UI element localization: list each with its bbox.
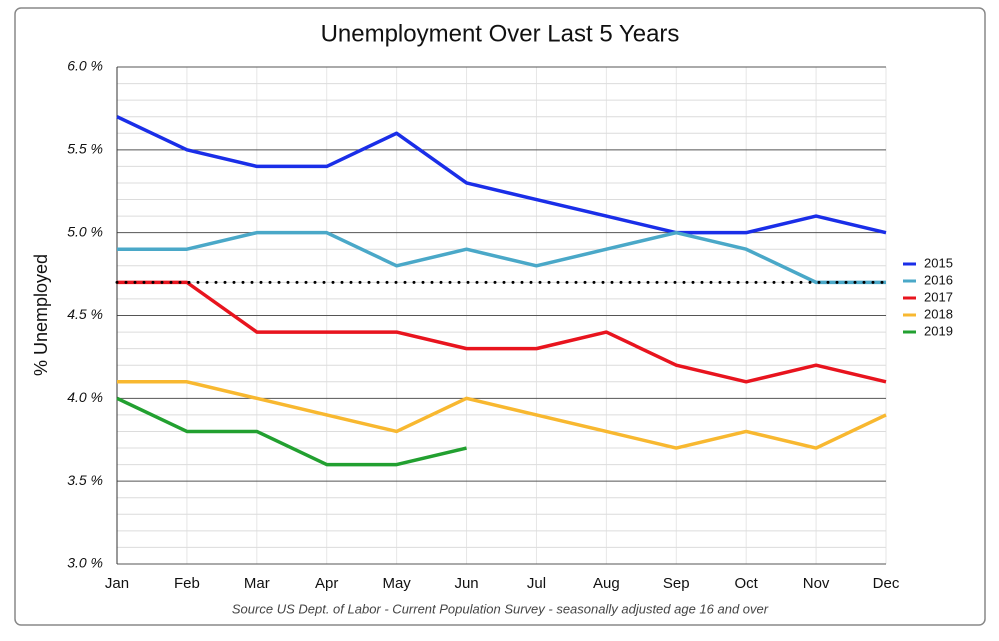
chart-title: Unemployment Over Last 5 Years bbox=[321, 20, 680, 47]
y-axis-label: % Unemployed bbox=[31, 254, 51, 376]
y-tick-label: 3.0 % bbox=[67, 555, 103, 571]
y-tick-label: 5.0 % bbox=[67, 223, 103, 239]
legend-label: 2015 bbox=[924, 255, 953, 270]
y-tick-label: 3.5 % bbox=[67, 472, 103, 488]
series-line bbox=[117, 230, 886, 285]
x-tick-label: Aug bbox=[593, 575, 620, 592]
y-tick-label: 4.5 % bbox=[67, 306, 103, 322]
x-tick-label: Sep bbox=[663, 575, 690, 592]
x-tick-label: May bbox=[382, 575, 411, 592]
y-tick-label: 6.0 % bbox=[67, 58, 103, 74]
x-tick-label: Jun bbox=[454, 575, 478, 592]
legend-label: 2018 bbox=[924, 306, 953, 321]
x-tick-label: Apr bbox=[315, 575, 338, 592]
series-line bbox=[117, 380, 887, 450]
frame bbox=[14, 7, 986, 626]
legend-label: 2019 bbox=[924, 323, 953, 338]
x-tick-label: Jul bbox=[527, 575, 546, 592]
x-tick-label: Feb bbox=[174, 575, 200, 592]
x-tick-label: Oct bbox=[735, 575, 759, 592]
y-tick-label: 5.5 % bbox=[67, 141, 103, 157]
series-line bbox=[117, 280, 887, 384]
series-line bbox=[116, 115, 887, 235]
series-line bbox=[116, 396, 467, 467]
y-tick-label: 4.0 % bbox=[67, 389, 103, 405]
legend-label: 2016 bbox=[924, 272, 953, 287]
legend-label: 2017 bbox=[924, 289, 953, 304]
x-tick-label: Nov bbox=[803, 575, 830, 592]
x-tick-label: Jan bbox=[105, 575, 129, 592]
source-note: Source US Dept. of Labor - Current Popul… bbox=[232, 601, 769, 616]
x-tick-label: Dec bbox=[873, 575, 900, 592]
x-tick-label: Mar bbox=[244, 575, 270, 592]
